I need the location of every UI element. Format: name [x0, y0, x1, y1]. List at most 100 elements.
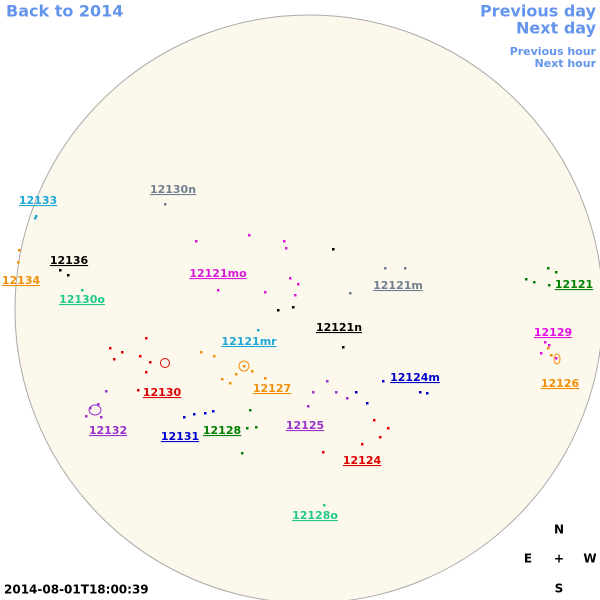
sunspot — [145, 337, 148, 340]
sunspot — [346, 397, 349, 400]
sunspot — [257, 329, 260, 332]
region-label[interactable]: 12130 — [143, 386, 182, 399]
region-label[interactable]: 12121mo — [189, 267, 247, 280]
sunspot — [18, 249, 21, 252]
compass-west: W — [583, 552, 596, 566]
sunspot — [307, 405, 310, 408]
sunspot — [100, 416, 103, 419]
sunspot — [229, 382, 232, 385]
sunspot — [213, 355, 216, 358]
compass-east: E — [524, 552, 532, 566]
region-label[interactable]: 12132 — [89, 424, 127, 437]
sunspot — [312, 391, 315, 394]
sunspot — [285, 247, 288, 250]
sunspot — [355, 391, 358, 394]
region-label[interactable]: 12130n — [150, 183, 196, 196]
sunspot — [382, 380, 385, 383]
region-label[interactable]: 12128 — [203, 424, 241, 437]
sunspot — [241, 452, 244, 455]
sunspot — [59, 269, 62, 272]
region-label[interactable]: 12121 — [555, 278, 593, 291]
sunspot — [525, 278, 528, 281]
region-label[interactable]: 12121n — [316, 321, 362, 334]
back-link[interactable]: Back to 2014 — [6, 2, 123, 21]
sunspot — [335, 391, 338, 394]
region-label[interactable]: 12133 — [19, 194, 57, 207]
sunspot — [149, 361, 152, 364]
region-label[interactable]: 12134 — [2, 274, 41, 287]
sunspot — [322, 451, 325, 454]
sunspot — [264, 377, 267, 380]
sunspot — [326, 380, 329, 383]
sunspot — [544, 341, 547, 344]
sunspot — [85, 415, 88, 418]
sunspot — [547, 267, 550, 270]
sunspot — [289, 277, 292, 280]
sunspot-outline — [238, 360, 250, 372]
next-day-link[interactable]: Next day — [516, 19, 597, 38]
sunspot — [204, 412, 207, 415]
region-label[interactable]: 12121mr — [221, 335, 277, 348]
sunspot — [550, 354, 553, 357]
sunspot — [404, 267, 407, 270]
sunspot — [121, 351, 124, 354]
region-label[interactable]: 12129 — [534, 326, 572, 339]
spots — [17, 203, 561, 507]
region-label[interactable]: 12126 — [541, 377, 580, 390]
sunspot — [89, 407, 92, 410]
region-label[interactable]: 12124 — [343, 454, 382, 467]
compass-north: N — [554, 523, 564, 537]
previous-day-link[interactable]: Previous day — [480, 2, 597, 21]
region-label[interactable]: 12127 — [253, 382, 291, 395]
sunspot — [555, 271, 558, 274]
region-label[interactable]: 12131 — [161, 430, 199, 443]
sunspot-outline — [88, 404, 102, 416]
region-label[interactable]: 12130o — [59, 293, 105, 306]
sunspot — [109, 347, 112, 350]
sunspot — [212, 410, 215, 413]
sunspot — [35, 215, 38, 218]
next-hour-link[interactable]: Next hour — [535, 57, 597, 70]
sunspot — [332, 248, 335, 251]
sunspot — [540, 352, 543, 355]
region-label[interactable]: 12121m — [373, 279, 423, 292]
region-label[interactable]: 12128o — [292, 509, 338, 522]
sunspot — [67, 274, 70, 277]
sunspot — [249, 409, 252, 412]
sunspot — [292, 306, 295, 309]
sunspot — [384, 267, 387, 270]
sunspot — [235, 373, 238, 376]
sunspot — [251, 370, 254, 373]
sunspot — [366, 402, 369, 405]
region-label[interactable]: 12124m — [390, 371, 440, 384]
sunspot — [387, 427, 390, 430]
region-label[interactable]: 12136 — [50, 254, 89, 267]
sunspot — [297, 283, 300, 286]
sunspot — [34, 217, 37, 220]
sunspot — [248, 234, 251, 237]
region-label[interactable]: 12125 — [286, 419, 324, 432]
sunspot — [294, 294, 297, 297]
sunspot — [255, 426, 258, 429]
previous-hour-link[interactable]: Previous hour — [510, 45, 597, 58]
sunspot — [323, 504, 326, 507]
sunspot — [548, 284, 551, 287]
sunspot — [426, 392, 429, 395]
sunspot — [243, 365, 246, 368]
sunspot — [200, 351, 203, 354]
sunspot — [349, 292, 352, 295]
sunspot — [277, 309, 280, 312]
sunspot — [283, 240, 286, 243]
sunspot — [379, 436, 382, 439]
compass-center: + — [554, 552, 564, 566]
sunspot — [264, 291, 267, 294]
timestamp: 2014-08-01T18:00:39 — [4, 583, 149, 597]
sunspot — [547, 347, 550, 350]
sunspot — [548, 344, 551, 347]
compass-south: S — [555, 582, 564, 596]
sunspot — [193, 413, 196, 416]
sunspot — [137, 389, 140, 392]
sunspot — [195, 240, 198, 243]
region-labels: 12133 12130n 12136 12134 12130o 12121mo 12121m… — [2, 183, 593, 522]
